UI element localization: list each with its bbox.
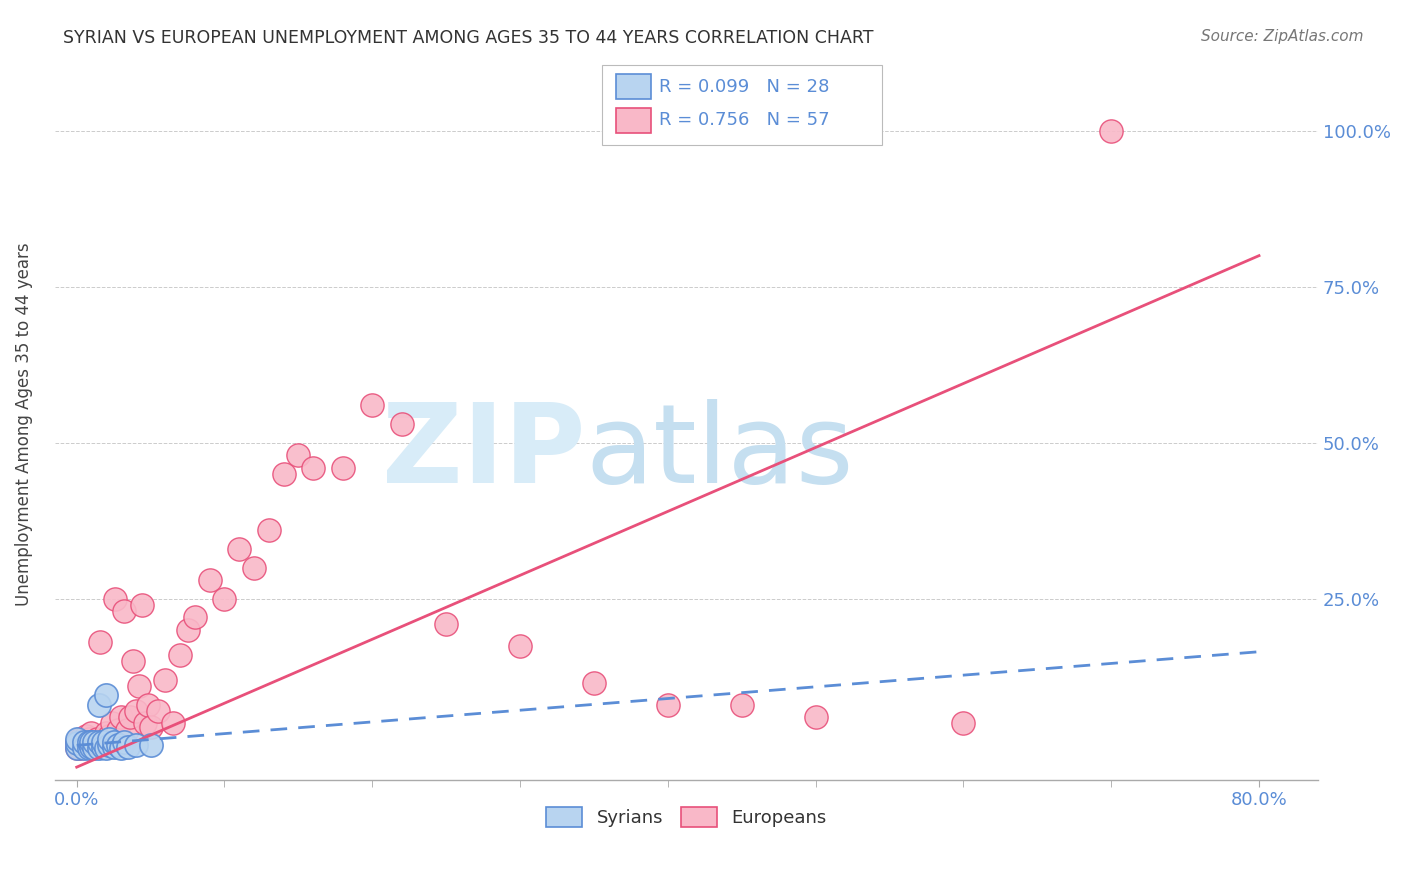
Point: [98, 739, 121, 753]
Point: [657, 698, 679, 712]
Point: [121, 654, 143, 668]
Point: [391, 417, 413, 431]
Point: [125, 704, 148, 718]
Point: [115, 723, 138, 737]
Point: [80, 726, 103, 740]
Text: ZIP: ZIP: [382, 399, 585, 506]
Point: [509, 639, 531, 653]
Point: [96, 689, 118, 703]
Point: [73, 741, 96, 756]
Point: [125, 739, 148, 753]
Point: [198, 573, 221, 587]
Point: [66, 741, 89, 756]
Point: [110, 710, 132, 724]
Point: [83, 735, 105, 749]
Text: R = 0.099   N = 28: R = 0.099 N = 28: [659, 78, 830, 95]
Point: [302, 460, 325, 475]
Text: Source: ZipAtlas.com: Source: ZipAtlas.com: [1201, 29, 1364, 44]
Point: [131, 598, 153, 612]
Point: [77, 732, 100, 747]
Point: [112, 735, 135, 749]
Point: [118, 710, 141, 724]
Point: [66, 736, 89, 750]
Point: [91, 732, 114, 747]
Point: [89, 635, 111, 649]
Point: [72, 740, 94, 755]
Text: atlas: atlas: [585, 399, 853, 506]
Point: [80, 740, 103, 755]
Point: [77, 735, 100, 749]
Text: R = 0.756   N = 57: R = 0.756 N = 57: [659, 112, 830, 129]
Point: [273, 467, 295, 481]
Point: [139, 720, 162, 734]
Text: SYRIAN VS EUROPEAN UNEMPLOYMENT AMONG AGES 35 TO 44 YEARS CORRELATION CHART: SYRIAN VS EUROPEAN UNEMPLOYMENT AMONG AG…: [63, 29, 873, 46]
Point: [228, 541, 250, 556]
Point: [75, 729, 97, 743]
Point: [257, 523, 280, 537]
Point: [731, 698, 754, 712]
Point: [184, 610, 207, 624]
Point: [77, 740, 100, 755]
Point: [434, 616, 457, 631]
Point: [101, 716, 124, 731]
Point: [139, 739, 162, 753]
Point: [87, 735, 110, 749]
Point: [69, 741, 91, 756]
Point: [96, 741, 118, 756]
Point: [128, 679, 150, 693]
Point: [243, 560, 266, 574]
Point: [91, 740, 114, 755]
Point: [169, 648, 191, 662]
Point: [582, 676, 605, 690]
Point: [98, 732, 121, 747]
Point: [103, 735, 125, 749]
Point: [952, 716, 974, 731]
Point: [162, 716, 184, 731]
Point: [91, 735, 114, 749]
Point: [107, 723, 129, 737]
Legend: Syrians, Europeans: Syrians, Europeans: [538, 799, 834, 835]
Point: [86, 732, 108, 747]
Point: [804, 710, 827, 724]
Point: [107, 739, 129, 753]
Point: [332, 460, 354, 475]
Y-axis label: Unemployment Among Ages 35 to 44 years: Unemployment Among Ages 35 to 44 years: [15, 243, 32, 606]
Point: [1099, 124, 1122, 138]
Point: [69, 732, 91, 747]
Point: [80, 739, 103, 753]
Point: [134, 716, 156, 731]
Point: [75, 739, 97, 753]
Point: [146, 704, 169, 718]
Point: [66, 735, 89, 749]
Point: [103, 740, 125, 755]
Point: [112, 604, 135, 618]
Point: [176, 623, 198, 637]
Point: [361, 398, 384, 412]
Point: [87, 741, 110, 756]
Point: [98, 729, 121, 743]
Point: [136, 698, 159, 712]
Point: [104, 591, 127, 606]
Point: [73, 735, 96, 749]
Point: [77, 741, 100, 756]
Point: [80, 735, 103, 749]
Point: [117, 740, 139, 755]
Point: [87, 698, 110, 712]
Point: [287, 448, 309, 462]
Point: [66, 741, 89, 756]
Point: [83, 735, 105, 749]
Point: [155, 673, 177, 687]
Point: [83, 741, 105, 756]
Point: [66, 732, 89, 747]
Point: [110, 741, 132, 756]
Point: [72, 734, 94, 748]
Point: [214, 591, 236, 606]
Point: [96, 726, 118, 740]
